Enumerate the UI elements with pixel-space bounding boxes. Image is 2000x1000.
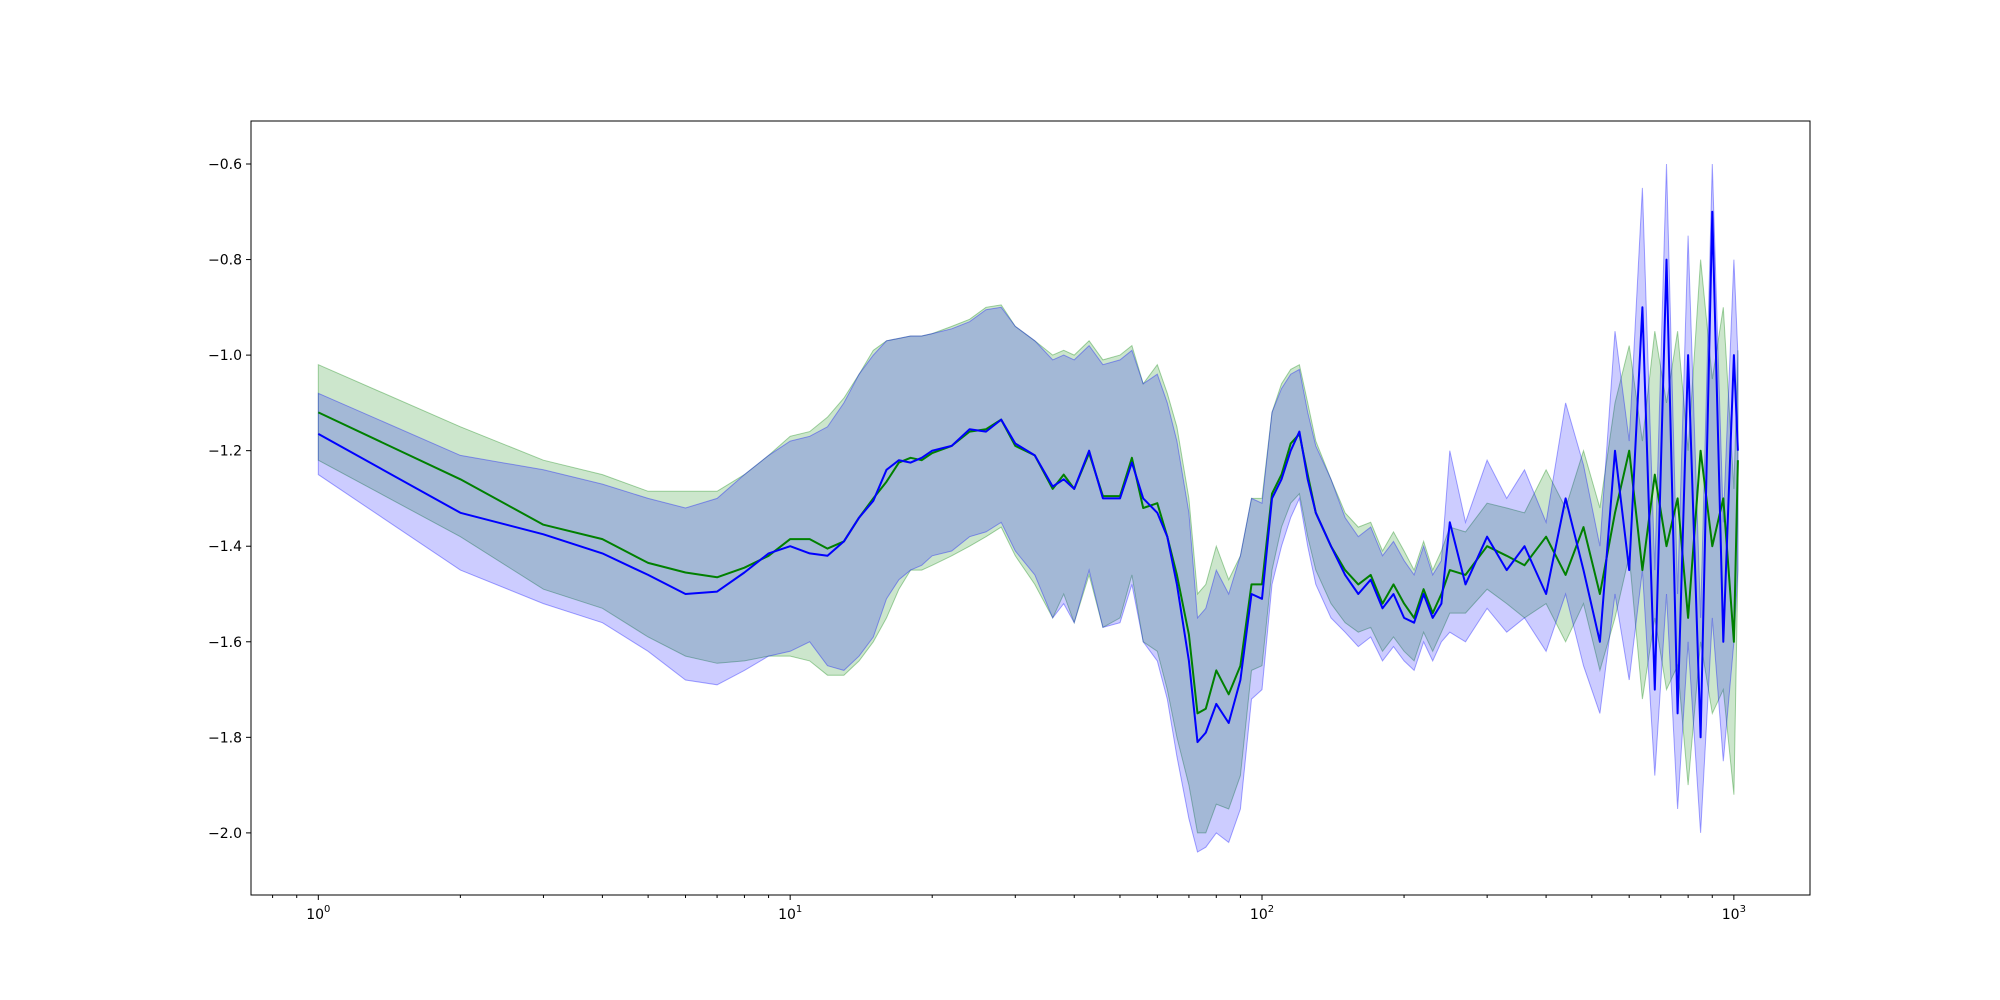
y-tick-label: −1.2 bbox=[208, 444, 242, 460]
y-axis: −2.0 −1.8 −1.6 −1.4 −1.2 −1.0 −0.8 −0.6 bbox=[208, 157, 251, 842]
x-tick-label: 102 bbox=[1250, 904, 1274, 923]
series-1-band bbox=[317, 259, 1739, 834]
y-tick-label: −1.0 bbox=[208, 348, 242, 364]
y-tick-label: −1.4 bbox=[208, 539, 242, 555]
y-tick-label: −0.8 bbox=[208, 253, 242, 269]
x-tick-label: 100 bbox=[306, 904, 330, 923]
y-tick-label: −0.6 bbox=[208, 157, 242, 173]
y-tick-label: −2.0 bbox=[208, 826, 242, 842]
series-lines bbox=[317, 210, 1739, 744]
x-axis: 100 101 102 103 bbox=[272, 895, 1746, 923]
series-2-line bbox=[317, 210, 1739, 744]
x-tick-label: 101 bbox=[778, 904, 802, 923]
x-tick-label: 103 bbox=[1722, 904, 1746, 923]
series-1-line bbox=[317, 411, 1739, 715]
confidence-bands bbox=[317, 163, 1739, 853]
y-tick-label: −1.8 bbox=[208, 730, 242, 746]
y-tick-label: −1.6 bbox=[208, 635, 242, 651]
plot-frame bbox=[250, 120, 1811, 896]
series-2-band bbox=[317, 163, 1739, 853]
